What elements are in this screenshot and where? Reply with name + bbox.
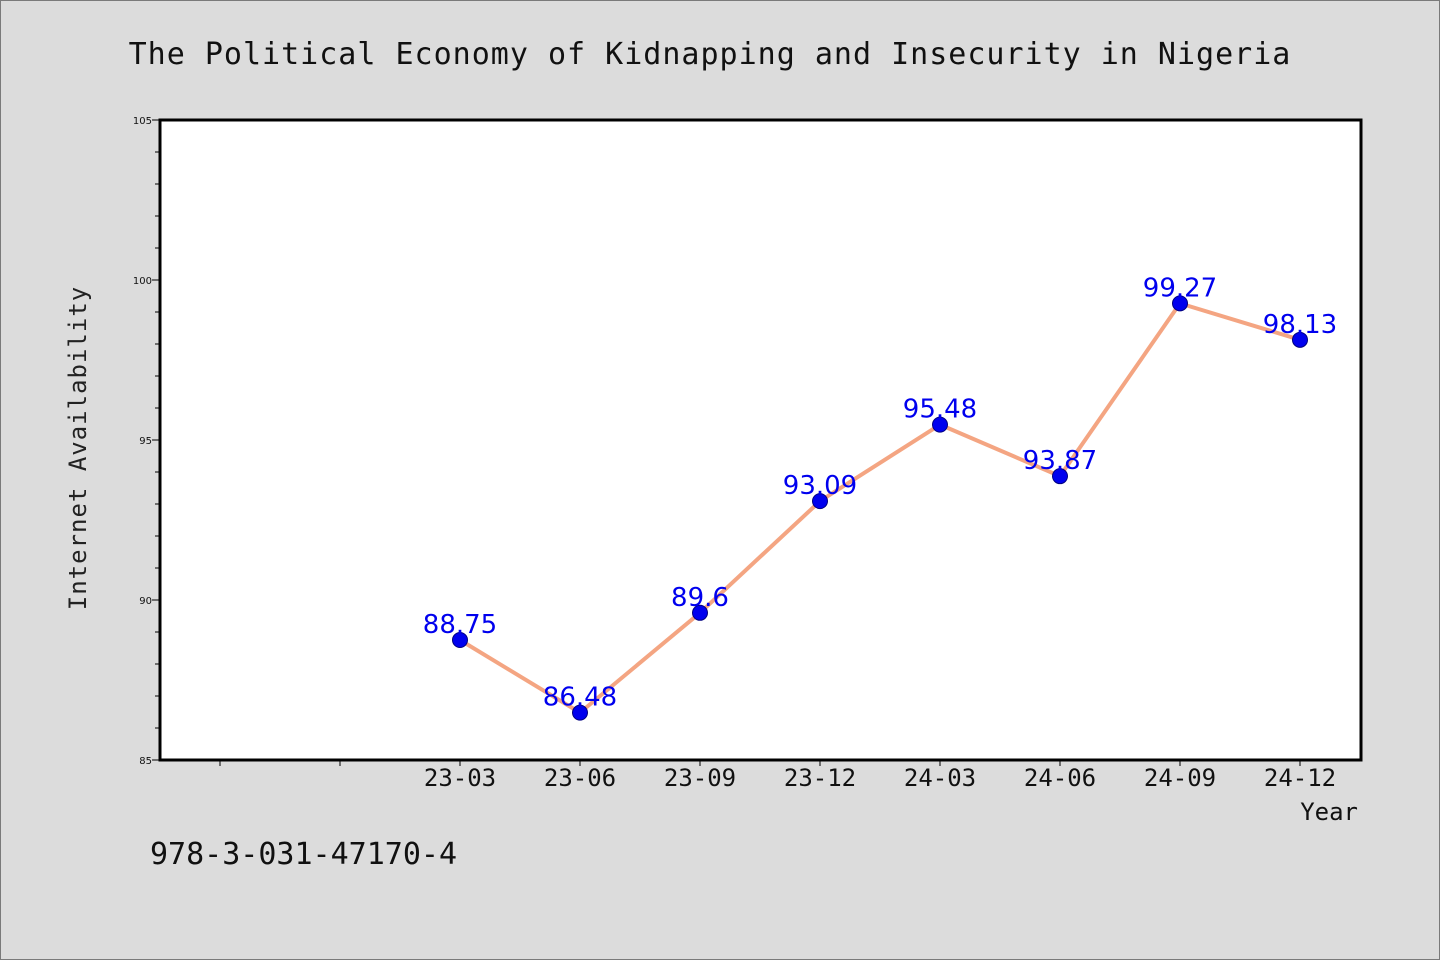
x-axis: 23-03 23-06 23-09 23-12 24-03 24-06 24-09 24-12 [219, 760, 1336, 792]
y-axis-label: Internet Availability [64, 286, 92, 610]
footnote-isbn: 978-3-031-47170-4 [150, 837, 457, 872]
y-tick-label: 95 [139, 436, 152, 447]
y-axis: 85 90 95 100 105 [133, 116, 160, 767]
data-labels: 88.75 86.48 89.6 93.09 95.48 93.87 99.27 98.13 [423, 273, 1337, 712]
y-tick-label: 100 [133, 276, 152, 287]
plot-area [158, 118, 1363, 762]
data-label: 93.87 [1023, 446, 1097, 476]
chart-title: The Political Economy of Kidnapping and … [129, 37, 1292, 72]
data-label: 99.27 [1143, 273, 1217, 303]
y-tick-label: 90 [139, 596, 152, 607]
data-point [572, 704, 588, 721]
data-point [1052, 468, 1068, 485]
x-tick-label: 23-06 [544, 764, 616, 792]
data-point [932, 416, 948, 433]
y-tick-label: 85 [139, 756, 152, 767]
data-label: 93.09 [783, 471, 857, 501]
x-tick-label: 23-03 [424, 764, 496, 792]
data-point [1292, 331, 1308, 348]
x-axis-label: Year [1300, 798, 1358, 826]
x-tick-label: 24-12 [1264, 764, 1336, 792]
data-label: 98.13 [1263, 310, 1337, 340]
x-tick-label: 24-03 [904, 764, 976, 792]
data-point [812, 493, 828, 510]
data-label: 95.48 [903, 395, 977, 425]
data-label: 89.6 [671, 583, 729, 613]
series-line [458, 301, 1302, 715]
x-tick-label: 23-12 [784, 764, 856, 792]
y-tick-label: 105 [133, 116, 152, 127]
data-point [692, 604, 708, 621]
data-points [452, 295, 1308, 721]
x-tick-label: 23-09 [664, 764, 736, 792]
data-point [452, 632, 468, 648]
x-tick-label: 24-09 [1144, 764, 1216, 792]
x-tick-label: 24-06 [1024, 764, 1096, 792]
data-label: 88.75 [423, 610, 497, 640]
data-label: 86.48 [543, 683, 617, 713]
data-point [1172, 295, 1188, 312]
